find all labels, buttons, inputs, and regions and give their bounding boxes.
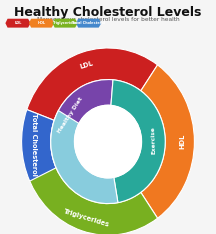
Text: Total Cholesterol: Total Cholesterol	[72, 21, 105, 25]
Text: Total Cholesterol: Total Cholesterol	[31, 113, 37, 176]
Polygon shape	[5, 19, 31, 28]
Wedge shape	[111, 80, 165, 203]
Wedge shape	[141, 65, 194, 218]
Polygon shape	[29, 19, 54, 28]
Text: LDL: LDL	[14, 21, 22, 25]
Wedge shape	[51, 80, 113, 173]
Text: Exercise: Exercise	[150, 126, 156, 154]
Text: HDL: HDL	[38, 21, 46, 25]
Polygon shape	[76, 19, 101, 28]
Text: Healthy Diet: Healthy Diet	[57, 96, 83, 134]
Text: Triglycerides: Triglycerides	[63, 208, 110, 228]
Text: Triglycerides: Triglycerides	[52, 21, 78, 25]
Circle shape	[75, 105, 141, 178]
Wedge shape	[27, 48, 157, 120]
Wedge shape	[51, 110, 118, 204]
Wedge shape	[27, 163, 157, 234]
Wedge shape	[22, 110, 56, 181]
Text: HDL: HDL	[179, 134, 185, 149]
Polygon shape	[52, 19, 78, 28]
Text: LDL: LDL	[79, 60, 94, 70]
Text: Healthy Cholesterol Levels: Healthy Cholesterol Levels	[14, 6, 202, 19]
Text: Manage your cholesterol levels for better health: Manage your cholesterol levels for bette…	[37, 17, 179, 22]
